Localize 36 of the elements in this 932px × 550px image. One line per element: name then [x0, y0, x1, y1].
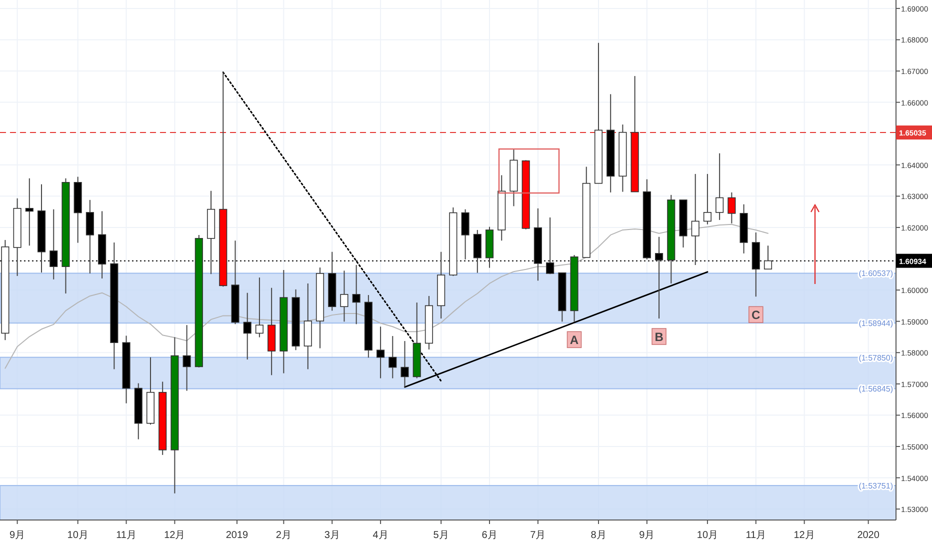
annotation: A — [570, 333, 579, 348]
annotation: C — [752, 308, 761, 322]
candlestick — [25, 178, 34, 246]
x-tick-label: 3月 — [324, 530, 340, 541]
x-tick-label: 5月 — [433, 530, 449, 541]
candlestick — [764, 245, 772, 270]
x-tick-label: 12月 — [794, 530, 815, 541]
x-tick-label: 6月 — [482, 530, 498, 541]
x-tick-label: 2019 — [226, 530, 249, 541]
annotation: (1.60537) — [858, 269, 894, 278]
candlestick — [243, 292, 252, 360]
x-tick-label: 11月 — [746, 530, 766, 541]
candlestick — [691, 173, 700, 266]
annotation: (1.57850) — [858, 353, 894, 362]
annotation: B — [654, 330, 664, 344]
candlestick — [376, 326, 385, 379]
x-tick-label: 2020 — [857, 530, 880, 541]
candlestick — [182, 324, 191, 392]
candlestick — [340, 270, 348, 322]
candlestick — [388, 336, 397, 379]
x-tick-label: 9月 — [639, 530, 655, 541]
x-tick-label: 10月 — [696, 530, 718, 541]
x-tick-label: 10月 — [67, 530, 88, 541]
candlestick — [728, 192, 736, 224]
annotation: (1.53751) — [858, 482, 894, 491]
candlestick — [352, 264, 360, 325]
candlestick — [716, 152, 724, 220]
x-tick-label: 11月 — [116, 530, 136, 541]
candlestick — [703, 173, 712, 225]
x-tick-label: 2月 — [276, 530, 292, 541]
candlestick — [255, 277, 264, 338]
x-tick-label: 12月 — [164, 530, 186, 541]
x-tick-label: 9月 — [10, 530, 26, 541]
x-tick-label: 7月 — [530, 530, 546, 541]
x-tick-label: 8月 — [590, 530, 606, 541]
x-tick-label: 4月 — [372, 530, 388, 541]
